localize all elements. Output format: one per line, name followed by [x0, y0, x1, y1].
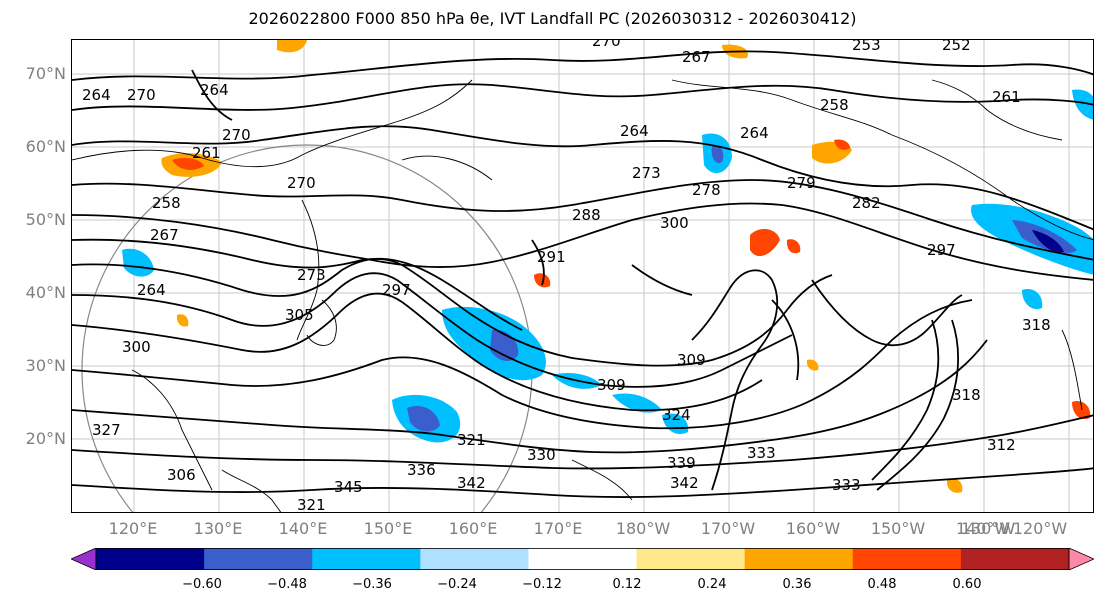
contour-label: 282: [852, 194, 881, 212]
colorbar-tick-label: −0.48: [267, 577, 307, 592]
lon-label-130w: 130°W: [960, 519, 1016, 538]
colorbar-segment: [96, 548, 205, 570]
contour-label: 264: [200, 81, 229, 99]
contour-label: 258: [152, 194, 181, 212]
map-canvas: 270 267 253 252 261 258 264 264 273 279 …: [72, 40, 1093, 513]
contour-label: 261: [192, 144, 221, 162]
contour-label: 273: [632, 164, 661, 182]
colorbar-over-extend: [1068, 548, 1094, 570]
contour-label: 318: [1022, 316, 1051, 334]
contour-label: 321: [297, 496, 326, 513]
map-title: 2026022800 F000 850 hPa θe, IVT Landfall…: [248, 9, 857, 28]
contour-label: 253: [852, 40, 881, 54]
lat-label-60: 60°N: [25, 137, 66, 156]
colorbar-segment: [420, 548, 529, 570]
contour-label: 264: [82, 86, 111, 104]
contour-label: 342: [457, 474, 486, 492]
contour-label: 264: [137, 281, 166, 299]
colorbar-segment: [204, 548, 313, 570]
colorbar-tick-label: 0.36: [782, 577, 812, 592]
contour-label: 273: [297, 266, 326, 284]
lon-label-180w: 180°W: [615, 519, 671, 538]
contour-label: 312: [987, 436, 1016, 454]
colorbar-tick-label: 0.48: [867, 577, 897, 592]
colorbar-tick-label: 0.60: [952, 577, 982, 592]
lat-label-50: 50°N: [25, 210, 66, 229]
contour-label: 261: [992, 88, 1021, 106]
contour-label: 300: [122, 338, 151, 356]
lon-label-120w: 120°W: [1012, 519, 1068, 538]
contour-label: 279: [787, 174, 816, 192]
contour-label: 309: [677, 351, 706, 369]
colorbar-segments: [71, 548, 1094, 570]
colorbar-tick-label: 0.12: [612, 577, 642, 592]
contour-label: 306: [167, 466, 196, 484]
contour-label: 324: [662, 406, 691, 424]
contour-label: 333: [832, 476, 861, 494]
contour-label: 258: [820, 96, 849, 114]
contour-label: 264: [740, 124, 769, 142]
lat-label-20: 20°N: [25, 429, 66, 448]
contour-label: 339: [667, 454, 696, 472]
contour-label: 270: [127, 86, 156, 104]
lat-label-40: 40°N: [25, 283, 66, 302]
colorbar-tick-label: 0.24: [697, 577, 727, 592]
lat-label-70: 70°N: [25, 64, 66, 83]
contour-label: 300: [660, 214, 689, 232]
lon-label-120e: 120°E: [108, 519, 158, 538]
contour-label: 288: [572, 206, 601, 224]
coastlines: [72, 79, 1093, 512]
colorbar: [71, 548, 1094, 570]
contour-label: 330: [527, 446, 556, 464]
contour-label: 342: [670, 474, 699, 492]
contour-label: 309: [597, 376, 626, 394]
lon-label-130e: 130°E: [193, 519, 243, 538]
colorbar-segment: [312, 548, 421, 570]
contour-label: 270: [592, 40, 621, 50]
contour-label: 297: [927, 241, 956, 259]
contour-label: 291: [537, 248, 566, 266]
contour-label: 333: [747, 444, 776, 462]
contour-label: 297: [382, 281, 411, 299]
contour-label: 267: [150, 226, 179, 244]
colorbar-tick-label: −0.24: [437, 577, 477, 592]
contour-label: 264: [620, 122, 649, 140]
contour-label: 321: [457, 431, 486, 449]
colorbar-segment: [960, 548, 1070, 570]
lon-label-140w: 140°W: [955, 519, 1011, 538]
lon-label-160w: 160°W: [785, 519, 841, 538]
contour-label: 267: [682, 48, 711, 66]
contour-label: 327: [92, 421, 121, 439]
colorbar-border: [95, 548, 1070, 570]
theta-e-contours: [72, 50, 1093, 498]
colorbar-segment: [528, 548, 638, 570]
contour-labels: 270 267 253 252 261 258 264 264 273 279 …: [82, 40, 1051, 513]
contour-label: 270: [222, 126, 251, 144]
graticule: [72, 40, 1093, 512]
colorbar-segment: [636, 548, 746, 570]
colorbar-tick-label: −0.36: [352, 577, 392, 592]
contour-label: 270: [287, 174, 316, 192]
contour-label: 345: [334, 478, 363, 496]
lon-label-170e: 170°E: [533, 519, 583, 538]
contour-label: 305: [285, 306, 314, 324]
lon-label-170w: 170°W: [700, 519, 756, 538]
contour-label: 318: [952, 386, 981, 404]
map-panel: 270 267 253 252 261 258 264 264 273 279 …: [71, 39, 1094, 513]
lon-label-150w: 150°W: [870, 519, 926, 538]
contour-label: 252: [942, 40, 971, 54]
contour-label: 336: [407, 461, 436, 479]
colorbar-under-extend: [71, 548, 97, 570]
lon-label-140e: 140°E: [278, 519, 328, 538]
lon-label-150e: 150°E: [363, 519, 413, 538]
lat-label-30: 30°N: [25, 356, 66, 375]
contour-label: 278: [692, 181, 721, 199]
colorbar-tick-label: −0.12: [522, 577, 562, 592]
colorbar-segment: [744, 548, 854, 570]
colorbar-segment: [852, 548, 962, 570]
lon-label-160e: 160°E: [448, 519, 498, 538]
colorbar-tick-label: −0.60: [182, 577, 222, 592]
